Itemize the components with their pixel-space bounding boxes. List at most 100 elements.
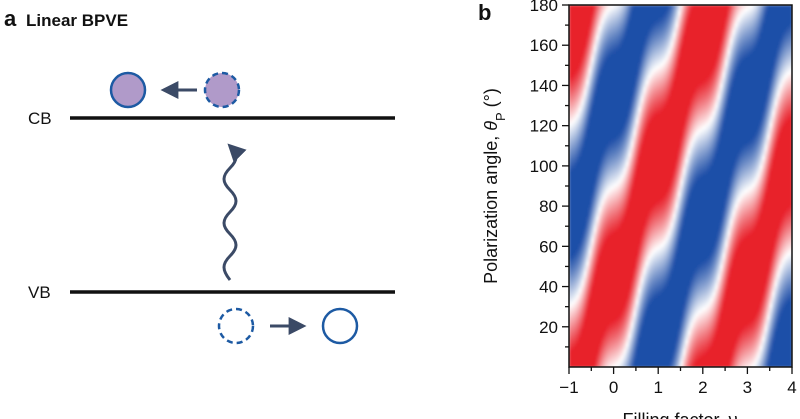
heatmap-cell — [638, 240, 642, 244]
heatmap-cell — [583, 41, 587, 45]
heatmap-cell — [621, 363, 625, 367]
heatmap-cell — [611, 318, 615, 323]
heatmap-cell — [630, 161, 635, 166]
heatmap-cell — [571, 104, 575, 109]
heatmap-cell — [591, 288, 595, 293]
heatmap-cell — [663, 282, 667, 287]
heatmap-cell — [653, 140, 657, 145]
heatmap-cell — [581, 306, 585, 311]
heatmap-cell — [630, 11, 635, 15]
heatmap-cell — [603, 360, 607, 365]
heatmap-cell — [640, 107, 644, 112]
heatmap-cell — [623, 255, 627, 259]
heatmap-cell — [573, 195, 578, 199]
heatmap-cell — [621, 225, 625, 229]
heatmap-cell — [591, 363, 595, 367]
heatmap-cell — [603, 107, 607, 112]
heatmap-cell — [588, 20, 592, 24]
heatmap-cell — [645, 306, 649, 311]
heatmap-cell — [623, 32, 627, 36]
heatmap-cell — [588, 44, 592, 48]
heatmap-cell — [668, 17, 672, 21]
heatmap-cell — [628, 29, 632, 33]
heatmap-cell — [608, 155, 612, 160]
heatmap-cell — [650, 158, 654, 163]
heatmap-cell — [625, 345, 630, 350]
heatmap-cell — [648, 330, 652, 335]
heatmap-cell — [668, 327, 672, 332]
heatmap-cell — [638, 243, 642, 247]
heatmap-cell — [630, 234, 635, 238]
heatmap-cell — [635, 47, 639, 51]
heatmap-cell — [645, 5, 649, 9]
heatmap-cell — [633, 53, 637, 57]
heatmap-cell — [616, 324, 620, 329]
heatmap-cell — [653, 176, 657, 181]
heatmap-cell — [618, 312, 622, 317]
heatmap-cell — [665, 47, 669, 51]
heatmap-cell — [611, 234, 615, 238]
heatmap-cell — [650, 116, 654, 121]
heatmap-cell — [611, 146, 615, 151]
heatmap-cell — [601, 306, 605, 311]
heatmap-cell — [596, 357, 600, 362]
heatmap-cell — [573, 294, 578, 299]
heatmap-cell — [623, 231, 627, 235]
heatmap-cell — [630, 231, 635, 235]
heatmap-cell — [598, 119, 602, 124]
heatmap-cell — [613, 258, 617, 263]
heatmap-cell — [578, 231, 582, 235]
heatmap-cell — [623, 312, 627, 317]
heatmap-cell — [625, 210, 630, 214]
heatmap-cell — [611, 222, 615, 226]
heatmap-cell — [635, 14, 639, 18]
heatmap-cell — [623, 20, 627, 24]
heatmap-cell — [655, 249, 659, 253]
heatmap-cell — [645, 41, 649, 45]
heatmap-cell — [611, 360, 615, 365]
heatmap-cell — [625, 122, 630, 127]
heatmap-cell — [633, 291, 637, 296]
heatmap-cell — [638, 276, 642, 281]
heatmap-cell — [633, 68, 637, 72]
heatmap-cell — [628, 17, 632, 21]
heatmap-cell — [593, 327, 597, 332]
heatmap-cell — [635, 231, 639, 235]
heatmap-cell — [608, 47, 612, 51]
heatmap-cell — [638, 228, 642, 232]
heatmap-cell — [650, 110, 654, 115]
heatmap-cell — [643, 357, 647, 362]
heatmap-cell — [653, 222, 657, 226]
heatmap-cell — [606, 219, 610, 223]
heatmap-cell — [588, 23, 592, 27]
heatmap-cell — [573, 288, 578, 293]
heatmap-cell — [643, 5, 647, 9]
heatmap-cell — [601, 207, 605, 211]
heatmap-cell — [628, 80, 632, 85]
heatmap-cell — [571, 333, 575, 338]
heatmap-cell — [648, 213, 652, 217]
heatmap-cell — [616, 243, 620, 247]
heatmap-cell — [633, 201, 637, 205]
heatmap-cell — [648, 267, 652, 272]
heatmap-cell — [603, 255, 607, 259]
heatmap-cell — [648, 198, 652, 202]
heatmap-cell — [630, 306, 635, 311]
heatmap-cell — [655, 5, 659, 9]
heatmap-cell — [588, 113, 592, 118]
heatmap-cell — [613, 23, 617, 27]
heatmap-cell — [569, 125, 573, 130]
heatmap-cell — [630, 222, 635, 226]
heatmap-cell — [663, 264, 667, 269]
heatmap-cell — [591, 137, 595, 142]
heatmap-cell — [613, 155, 617, 160]
heatmap-cell — [648, 363, 652, 367]
heatmap-cell — [588, 11, 592, 15]
heatmap-cell — [621, 137, 625, 142]
heatmap-cell — [573, 11, 578, 15]
heatmap-cell — [650, 113, 654, 118]
heatmap-cell — [591, 213, 595, 217]
heatmap-cell — [576, 336, 580, 341]
heatmap-cell — [616, 360, 620, 365]
heatmap-cell — [638, 101, 642, 106]
